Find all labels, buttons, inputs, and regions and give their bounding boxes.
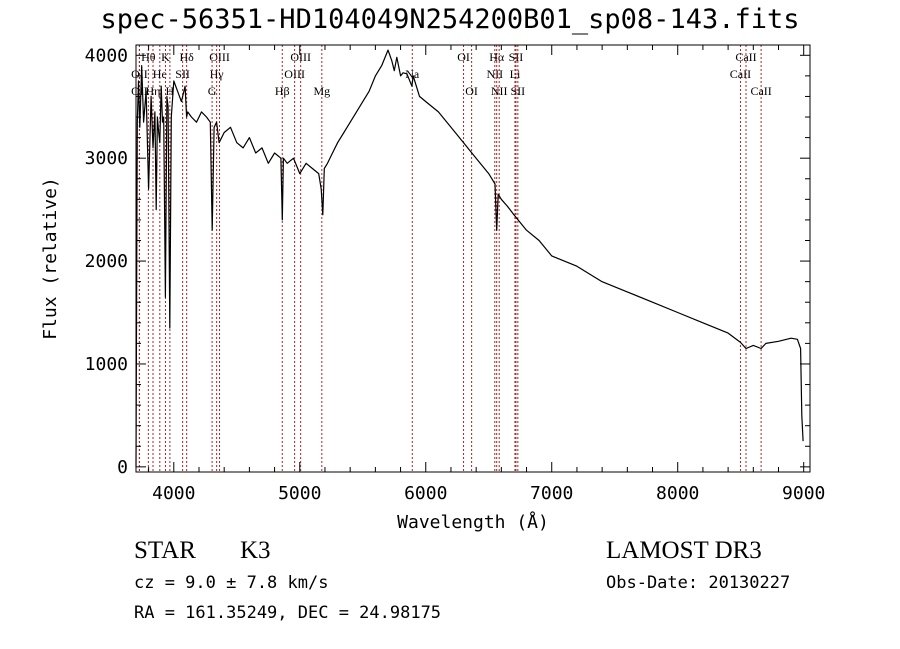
- x-tick-label-4000: 4000: [152, 483, 195, 504]
- y-tick-label-4000: 4000: [85, 45, 128, 66]
- marker-label-7: Hδ: [179, 50, 194, 64]
- marker-label-15: Mg: [313, 84, 330, 98]
- marker-label-8: SII: [175, 67, 190, 81]
- marker-label-9: OIII: [209, 50, 230, 64]
- x-tick-label-5000: 5000: [278, 483, 321, 504]
- y-tick-label-0: 0: [117, 457, 128, 478]
- marker-label-21: NII: [491, 84, 508, 98]
- marker-label-13: OIII: [284, 67, 305, 81]
- y-axis-label: Flux (relative): [40, 177, 61, 340]
- marker-label-3: Hη: [146, 84, 161, 98]
- marker-label-11: G: [208, 84, 217, 98]
- x-tick-label-8000: 8000: [656, 483, 699, 504]
- y-tick-label-3000: 3000: [85, 148, 128, 169]
- x-tick-label-9000: 9000: [782, 483, 825, 504]
- marker-label-24: SII: [511, 84, 526, 98]
- marker-label-26: CaII: [735, 50, 756, 64]
- x-tick-label-6000: 6000: [404, 483, 447, 504]
- survey-name: LAMOST DR3: [606, 537, 762, 564]
- marker-label-18: OI: [465, 84, 478, 98]
- marker-label-6: H: [166, 84, 175, 98]
- marker-label-10: Hγ: [210, 67, 225, 81]
- marker-label-12: Hβ: [275, 84, 290, 98]
- object-class: STAR: [134, 537, 196, 564]
- marker-label-5: K: [161, 50, 170, 64]
- marker-label-17: OI: [457, 50, 470, 64]
- object-subclass: K3: [240, 537, 271, 564]
- marker-label-25: CaII: [730, 67, 751, 81]
- x-axis-label: Wavelength (Å): [397, 511, 549, 533]
- marker-label-19: NII: [486, 67, 503, 81]
- marker-label-4: He: [153, 67, 167, 81]
- series-line-spectrum: [135, 49, 804, 467]
- marker-label-2: OII: [131, 67, 148, 81]
- axis-ticks: 4000 5000 6000 7000 8000 9000 0 1000 2000 3000 400…: [85, 45, 825, 504]
- y-tick-label-1000: 1000: [85, 354, 128, 375]
- marker-label-22: SII: [509, 50, 524, 64]
- observation-date: Obs-Date: 20130227: [606, 573, 791, 593]
- marker-label-14: OIII: [290, 50, 311, 64]
- spectrum-series: [135, 49, 804, 467]
- y-tick-label-2000: 2000: [85, 251, 128, 272]
- chart-title: spec-56351-HD104049N254200B01_sp08-143.f…: [100, 4, 800, 35]
- marker-label-27: CaII: [750, 84, 771, 98]
- redshift-cz: cz = 9.0 ± 7.8 km/s: [134, 573, 329, 593]
- x-tick-label-7000: 7000: [530, 483, 573, 504]
- plot-frame: [135, 44, 811, 473]
- marker-label-1: Hθ: [141, 50, 156, 64]
- marker-label-23: Li: [510, 67, 521, 81]
- marker-label-20: Hα: [489, 50, 505, 64]
- ra-dec-coordinates: RA = 161.35249, DEC = 24.98175: [134, 603, 442, 623]
